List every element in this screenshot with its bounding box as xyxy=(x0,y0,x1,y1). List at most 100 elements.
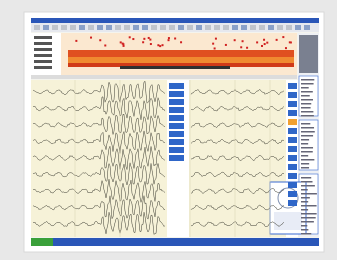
info-line xyxy=(301,217,316,219)
toolbar-icon[interactable] xyxy=(88,25,94,30)
side-button[interactable] xyxy=(169,115,184,121)
trend-dot xyxy=(142,41,144,43)
trend-dot xyxy=(264,43,266,45)
start-button[interactable] xyxy=(31,238,53,246)
channel-label xyxy=(34,36,52,39)
side-button[interactable] xyxy=(288,191,297,197)
trend-dot xyxy=(212,43,214,45)
time-ruler xyxy=(31,75,297,79)
side-button[interactable] xyxy=(288,119,297,125)
side-button[interactable] xyxy=(169,107,184,113)
side-button[interactable] xyxy=(288,200,297,206)
side-button[interactable] xyxy=(288,173,297,179)
toolbar-icon[interactable] xyxy=(187,25,193,30)
info-line xyxy=(301,167,309,169)
side-button[interactable] xyxy=(288,137,297,143)
trend-dot xyxy=(214,47,216,49)
toolbar-icon[interactable] xyxy=(286,25,292,30)
info-line xyxy=(301,147,313,149)
toolbar-icon[interactable] xyxy=(106,25,112,30)
toolbar-icon[interactable] xyxy=(142,25,148,30)
trend-dot xyxy=(282,36,284,38)
info-line xyxy=(301,197,310,199)
trend-dot xyxy=(123,45,125,47)
side-button[interactable] xyxy=(288,155,297,161)
channel-label xyxy=(34,42,52,45)
info-line xyxy=(301,155,308,157)
trend-dot xyxy=(75,40,77,42)
toolbar-icon[interactable] xyxy=(259,25,265,30)
title-bar xyxy=(31,18,319,23)
toolbar-icon[interactable] xyxy=(178,25,184,30)
toolbar-icon[interactable] xyxy=(34,25,40,30)
toolbar-icon[interactable] xyxy=(151,25,157,30)
toolbar-icon[interactable] xyxy=(241,25,247,30)
toolbar-icon[interactable] xyxy=(160,25,166,30)
side-button[interactable] xyxy=(288,92,297,98)
side-button[interactable] xyxy=(288,182,297,188)
info-line xyxy=(301,131,315,133)
info-line xyxy=(301,159,314,161)
trend-dot xyxy=(215,38,217,40)
side-button[interactable] xyxy=(288,146,297,152)
trend-dot xyxy=(168,39,170,41)
side-button[interactable] xyxy=(169,99,184,105)
trend-dot xyxy=(263,39,265,41)
side-button[interactable] xyxy=(288,83,297,89)
info-line xyxy=(301,143,308,145)
info-line xyxy=(301,115,314,117)
side-button[interactable] xyxy=(169,83,184,89)
toolbar-icon[interactable] xyxy=(304,25,310,30)
toolbar-icon[interactable] xyxy=(196,25,202,30)
toolbar-icon[interactable] xyxy=(277,25,283,30)
channel-label xyxy=(34,48,52,51)
toolbar-icon[interactable] xyxy=(97,25,103,30)
toolbar-icon[interactable] xyxy=(115,25,121,30)
toolbar-icon[interactable] xyxy=(268,25,274,30)
side-button[interactable] xyxy=(169,155,184,161)
info-line xyxy=(301,111,313,113)
side-button[interactable] xyxy=(288,110,297,116)
info-line xyxy=(301,79,314,81)
info-line xyxy=(301,87,309,89)
toolbar-icon[interactable] xyxy=(61,25,67,30)
toolbar-icon[interactable] xyxy=(52,25,58,30)
info-line xyxy=(301,181,312,183)
side-button[interactable] xyxy=(169,91,184,97)
video-thumbnail xyxy=(299,35,318,73)
side-button[interactable] xyxy=(169,123,184,129)
info-line xyxy=(301,201,308,203)
trend-dot xyxy=(180,41,182,43)
trend-dot xyxy=(234,39,236,41)
toolbar-icon[interactable] xyxy=(133,25,139,30)
toolbar-icon[interactable] xyxy=(295,25,301,30)
side-button[interactable] xyxy=(288,101,297,107)
trend-dot xyxy=(149,39,151,41)
toolbar-icon[interactable] xyxy=(43,25,49,30)
info-line xyxy=(301,229,308,231)
toolbar-icon[interactable] xyxy=(79,25,85,30)
trend-dot xyxy=(225,44,227,46)
info-line xyxy=(301,127,314,129)
trend-dot xyxy=(120,41,122,43)
trend-dot xyxy=(276,39,278,41)
trend-dot xyxy=(129,36,131,38)
side-button[interactable] xyxy=(288,164,297,170)
toolbar-icon[interactable] xyxy=(232,25,238,30)
side-button[interactable] xyxy=(169,139,184,145)
info-line xyxy=(301,135,313,137)
toolbar-icon[interactable] xyxy=(214,25,220,30)
side-button[interactable] xyxy=(169,147,184,153)
trend-dot xyxy=(162,44,164,46)
info-line xyxy=(301,99,313,101)
side-button[interactable] xyxy=(288,128,297,134)
toolbar-icon[interactable] xyxy=(70,25,76,30)
trend-dot xyxy=(159,45,161,47)
toolbar-icon[interactable] xyxy=(124,25,130,30)
toolbar-icon[interactable] xyxy=(169,25,175,30)
toolbar-icon[interactable] xyxy=(205,25,211,30)
toolbar-icon[interactable] xyxy=(223,25,229,30)
channel-label xyxy=(34,54,52,57)
side-button[interactable] xyxy=(169,131,184,137)
toolbar-icon[interactable] xyxy=(250,25,256,30)
